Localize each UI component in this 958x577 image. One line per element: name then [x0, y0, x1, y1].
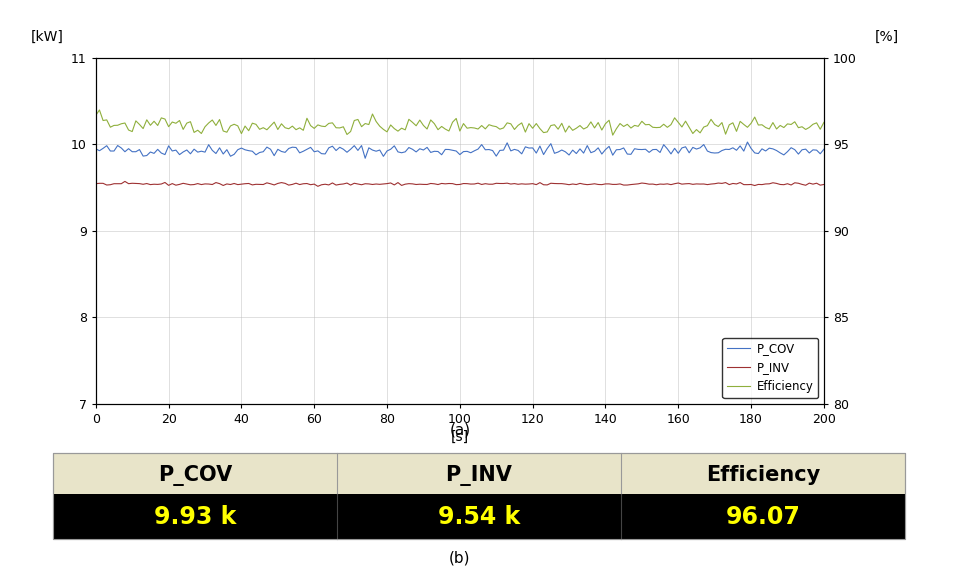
Text: (a): (a) [449, 422, 470, 437]
Efficiency [818, 119, 830, 126]
Efficiency [94, 107, 105, 114]
P_INV [312, 183, 324, 190]
Legend: P_COV, P_INV, Efficiency: P_COV, P_INV, Efficiency [722, 338, 818, 398]
Efficiency [607, 132, 619, 138]
Efficiency [359, 120, 371, 127]
Text: 9.93 k: 9.93 k [153, 505, 236, 529]
P_COV [741, 138, 753, 145]
Text: (b): (b) [449, 550, 470, 565]
P_COV [90, 145, 102, 152]
Text: P_INV: P_INV [445, 464, 513, 485]
Efficiency [159, 115, 171, 122]
Efficiency [764, 126, 775, 133]
Line: P_COV: P_COV [96, 142, 824, 158]
P_INV [159, 179, 171, 186]
P_COV [764, 145, 775, 152]
Line: Efficiency: Efficiency [96, 110, 824, 135]
Efficiency [487, 122, 498, 129]
P_COV [94, 147, 105, 154]
P_INV [818, 181, 830, 188]
Text: 96.07: 96.07 [726, 505, 801, 529]
P_COV [818, 146, 830, 153]
P_COV [399, 148, 411, 155]
Text: [%]: [%] [875, 30, 899, 44]
Text: Efficiency: Efficiency [706, 465, 820, 485]
P_COV [155, 149, 167, 156]
P_INV [94, 180, 105, 187]
Text: [kW]: [kW] [31, 30, 63, 44]
Efficiency [98, 117, 109, 124]
P_INV [90, 180, 102, 187]
P_COV [355, 142, 367, 149]
Line: P_INV: P_INV [96, 181, 824, 186]
Efficiency [399, 126, 411, 133]
P_INV [490, 180, 502, 187]
P_COV [359, 155, 371, 162]
Text: 9.54 k: 9.54 k [438, 505, 520, 529]
P_INV [403, 180, 415, 187]
X-axis label: [s]: [s] [451, 430, 468, 444]
P_INV [119, 178, 130, 185]
P_INV [764, 181, 775, 188]
P_INV [363, 181, 375, 188]
P_COV [487, 147, 498, 154]
Text: P_COV: P_COV [158, 464, 232, 485]
Efficiency [90, 112, 102, 119]
